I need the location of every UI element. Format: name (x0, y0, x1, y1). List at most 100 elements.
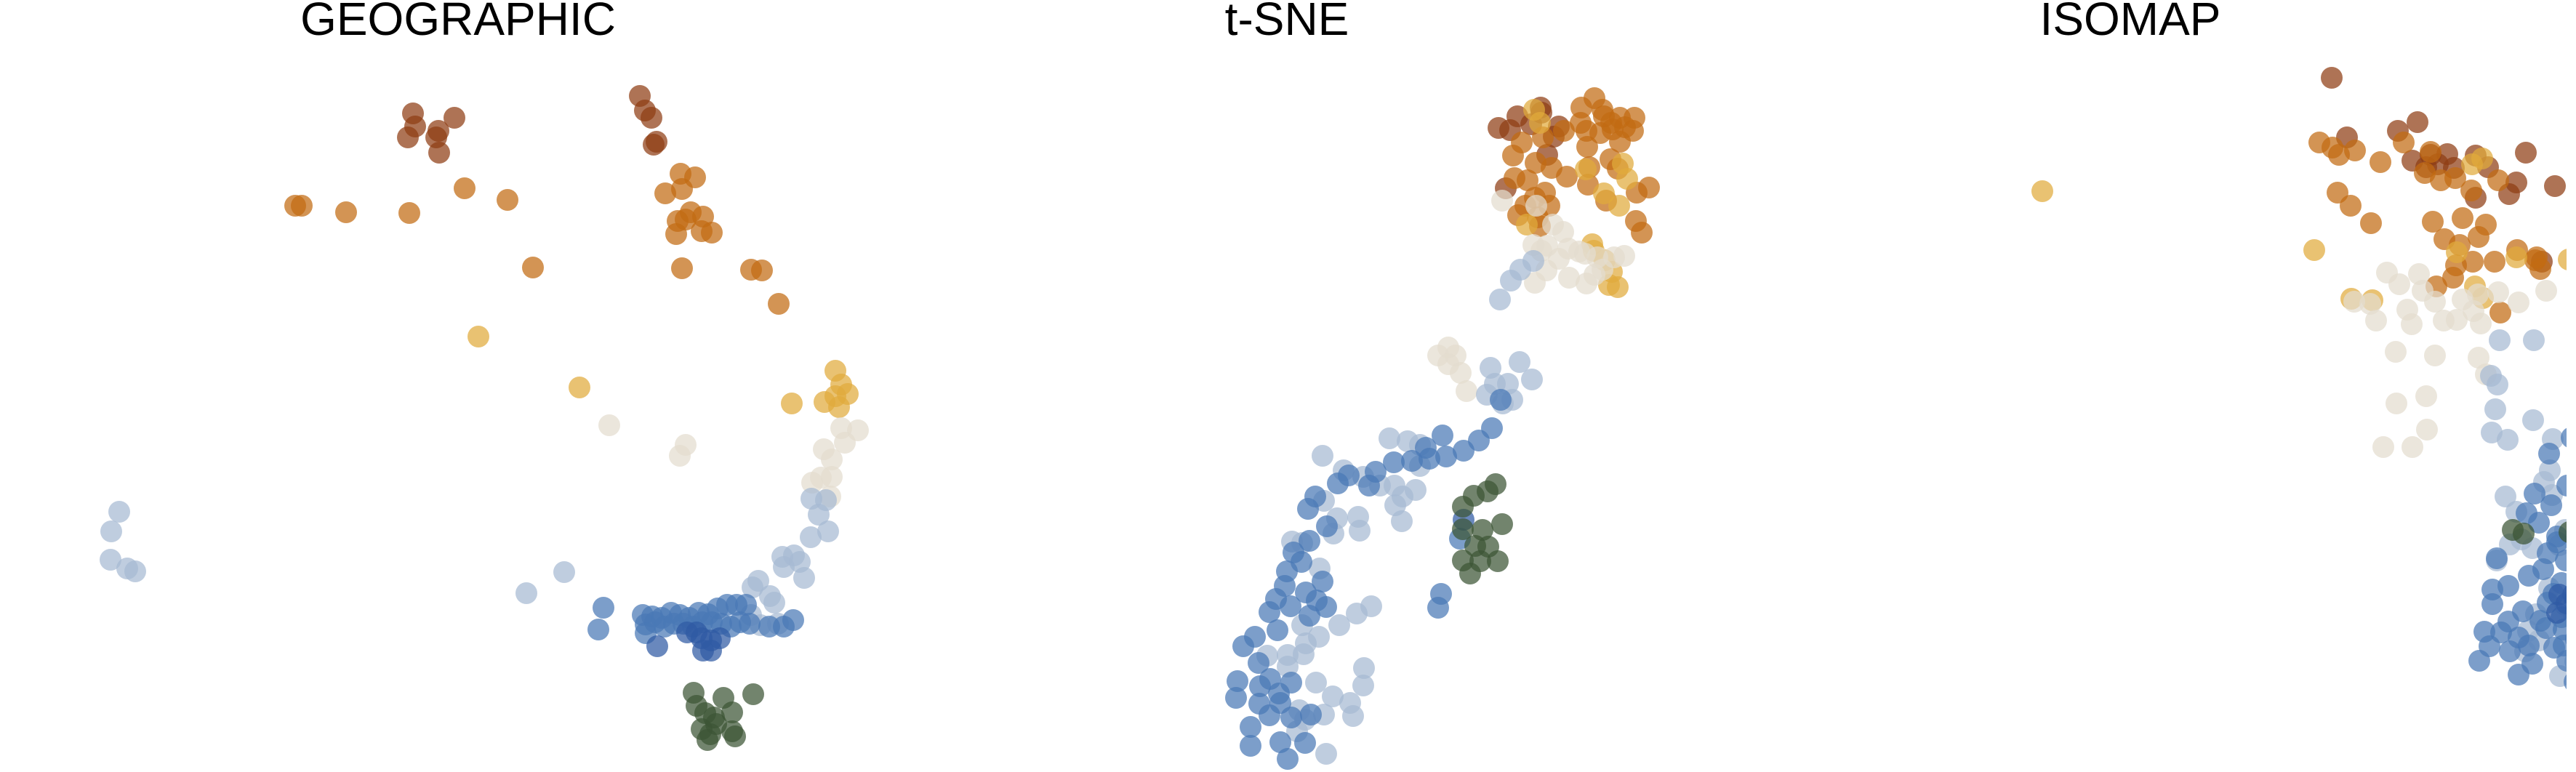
scatter-point (1232, 635, 1254, 657)
scatter-plot-geographic (100, 85, 869, 751)
scatter-point (2497, 429, 2519, 451)
scatter-point (1379, 427, 1400, 449)
scatter-plot-isomap (2031, 67, 2567, 690)
scatter-point (1435, 446, 1457, 467)
scatter-point (1521, 369, 1543, 390)
scatter-point (768, 293, 790, 315)
scatter-point (801, 472, 823, 494)
scatter-point (2468, 650, 2490, 672)
scatter-point (2467, 284, 2489, 305)
scatter-point (1487, 550, 1509, 572)
scatter-point (2556, 475, 2567, 496)
scatter-point (781, 393, 803, 414)
scatter-point (1608, 195, 1630, 217)
scatter-point (593, 597, 614, 619)
scatter-point (1607, 276, 1629, 298)
scatter-point (813, 438, 835, 460)
scatter-point (2470, 313, 2492, 334)
scatter-point (1312, 445, 1333, 467)
scatter-point (2481, 593, 2503, 615)
scatter-point (1294, 732, 1316, 754)
scatter-point (1327, 473, 1349, 494)
scatter-point (598, 414, 620, 436)
scatter-point (2516, 502, 2537, 524)
scatter-point (793, 567, 815, 589)
scatter-point (1293, 643, 1315, 665)
scatter-point (2408, 263, 2430, 285)
scatter-point (124, 560, 146, 582)
scatter-point (2555, 550, 2567, 571)
scatter-point (676, 622, 698, 643)
scatter-point (468, 326, 489, 347)
scatter-point (2402, 436, 2423, 458)
scatter-point (1346, 603, 1368, 624)
scatter-point (515, 582, 537, 604)
scatter-point (569, 377, 590, 398)
scatter-point (1469, 550, 1491, 572)
scatter-point (2303, 239, 2325, 261)
scatter-point (2460, 180, 2482, 201)
scatter-point (1259, 601, 1280, 623)
scatter-point (782, 609, 804, 631)
scatter-point (1613, 245, 1635, 267)
scatter-point (2564, 674, 2567, 690)
scatter-point (1450, 362, 1472, 384)
scatter-point (2393, 132, 2415, 153)
scatter-point (739, 613, 761, 635)
scatter-point (1511, 132, 1533, 153)
scatter-point (1240, 735, 1261, 757)
scatter-point (1525, 152, 1546, 174)
scatter-point (2442, 267, 2464, 289)
scatter-point (2518, 565, 2540, 587)
scatter-point (2558, 249, 2567, 270)
scatter-point (1240, 716, 1261, 738)
scatter-point (2523, 329, 2545, 351)
scatter-point (1315, 743, 1337, 765)
scatter-point (817, 520, 839, 542)
scatter-point (1552, 221, 1574, 243)
scatter-point (1427, 597, 1449, 619)
scatter-point (2424, 291, 2446, 313)
scatter-point (1352, 675, 1374, 696)
scatter-point (1297, 498, 1319, 520)
scatter-point (1353, 657, 1375, 679)
scatter-point (2505, 246, 2527, 268)
scatter-point (763, 592, 785, 614)
scatter-point (2540, 494, 2562, 516)
scatter-point (2385, 341, 2407, 363)
scatter-point (1616, 168, 1638, 190)
scatter-point (2513, 523, 2535, 544)
scatter-point (428, 142, 450, 164)
scatter-point (2365, 310, 2387, 331)
scatter-point (1322, 685, 1344, 707)
scatter-point (2444, 167, 2466, 189)
scatter-point (1509, 351, 1530, 373)
scatter-point (1269, 731, 1291, 753)
scatter-point (1516, 214, 1538, 236)
scatter-point (800, 526, 822, 548)
scatter-point (1391, 510, 1413, 532)
scatter-point (1305, 672, 1327, 693)
scatter-point (669, 445, 691, 467)
scatter-point (1524, 272, 1546, 294)
scatter-point (2505, 172, 2527, 193)
scatter-point (454, 177, 476, 199)
scatter-point (2559, 521, 2567, 543)
scatter-point (2489, 329, 2511, 351)
scatter-point (2515, 142, 2537, 164)
scatter-point (641, 107, 662, 129)
scatter-point (1500, 270, 1522, 291)
scatter-point (2524, 483, 2545, 504)
scatter-point (2446, 241, 2468, 263)
scatter-point (1525, 195, 1547, 217)
scatter-point (1277, 748, 1299, 770)
scatter-point (735, 594, 757, 616)
scatter-point (2343, 291, 2365, 313)
scatter-point (1491, 190, 1513, 212)
scatter-point (2340, 195, 2362, 217)
scatter-point (821, 466, 843, 488)
scatter-point (2388, 273, 2410, 295)
scatter-point (553, 561, 575, 583)
scatter-point (2489, 302, 2511, 323)
scatter-point (2561, 427, 2567, 448)
